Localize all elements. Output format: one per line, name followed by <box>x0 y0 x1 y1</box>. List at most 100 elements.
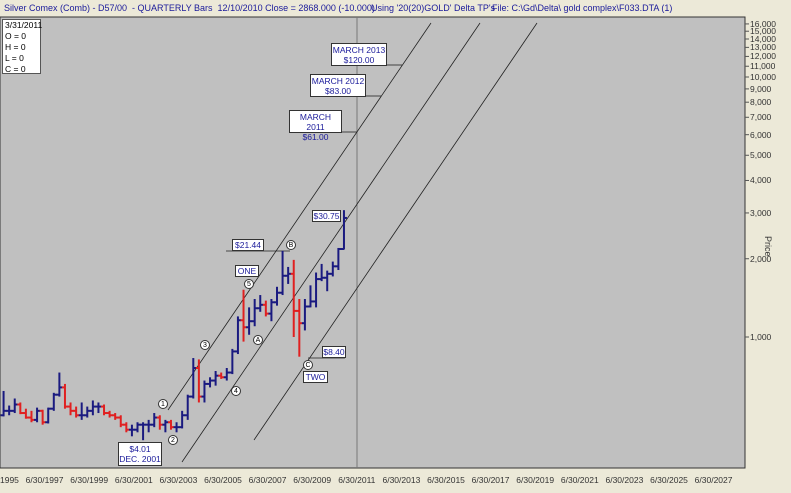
ohlc-bar <box>324 270 331 292</box>
legend-close: C = 0 <box>5 64 26 74</box>
annotation-date: MARCH 2012 <box>311 76 365 86</box>
annotation-price: $4.01 <box>129 444 151 454</box>
x-tick-label: 6/30/2019 <box>516 475 555 485</box>
ohlc-bar <box>151 413 158 428</box>
annotation-840: $8.40 <box>322 346 346 358</box>
channel-line-lower <box>253 22 538 441</box>
x-tick-label: 6/30/2011 <box>338 475 376 485</box>
legend-date: 3/31/2011 <box>5 20 43 30</box>
channel-line-upper <box>167 22 432 411</box>
ohlc-bar <box>274 286 280 306</box>
legend-high: H = 0 <box>5 42 26 52</box>
y-tick-label: 14,000 <box>750 34 776 44</box>
ohlc-bar <box>218 372 225 379</box>
annotation-3075: $30.75 <box>312 210 341 222</box>
ohlc-bar <box>251 299 258 327</box>
annotation-date: DEC. 2001 <box>119 454 161 464</box>
y-tick-label: 5,000 <box>750 150 772 161</box>
ohlc-bar <box>17 402 24 415</box>
ohlc-bar <box>0 390 7 417</box>
y-axis-title: Price <box>763 236 773 257</box>
legend-open: O = 0 <box>5 31 27 41</box>
ohlc-bar <box>50 392 57 411</box>
y-tick-label: 7,000 <box>750 112 772 123</box>
ohlc-bar <box>262 300 269 317</box>
ohlc-bar <box>296 299 303 357</box>
annotation-price: $120.00 <box>343 55 375 65</box>
y-tick-label: 15,000 <box>750 26 776 37</box>
x-tick-label: 6/30/2001 <box>114 475 153 485</box>
annotation-401: $4.01 DEC. 2001 <box>118 442 162 466</box>
y-tick-label: 3,000 <box>750 207 772 218</box>
ohlc-bar <box>173 422 180 433</box>
x-tick-label: 6/30/2017 <box>471 475 510 485</box>
y-tick-label: 6,000 <box>750 129 772 140</box>
y-tick-label: 12,000 <box>750 51 776 62</box>
annotation-march2011: MARCH 2011 $61.00 <box>289 110 342 142</box>
ohlc-bar <box>329 261 336 277</box>
ohlc-bar <box>11 398 18 414</box>
ohlc-bar <box>156 415 163 430</box>
x-tick-label: 6/30/2007 <box>248 475 287 485</box>
wave-marker-c: C <box>303 360 313 370</box>
ohlc-bar <box>128 424 135 437</box>
x-tick-label: 6/30/2005 <box>204 475 242 485</box>
x-tick-label: 6/30/1997 <box>25 475 64 485</box>
annotation-march2012: MARCH 2012 $83.00 <box>310 74 366 97</box>
ohlc-bar <box>190 358 197 399</box>
ohlc-bar <box>73 406 80 418</box>
annotation-date: MARCH 2011 <box>299 112 332 132</box>
ohlc-bar <box>56 372 63 397</box>
y-tick-label: 4,000 <box>750 175 772 186</box>
ohlc-bar <box>162 419 169 433</box>
ohlc-bar <box>45 407 52 424</box>
ohlc-bar <box>234 316 241 355</box>
ohlc-bar <box>39 409 46 425</box>
ohlc-bar <box>179 410 186 429</box>
x-tick-label: 6/30/2015 <box>427 475 465 485</box>
x-tick-label: 6/30/2025 <box>650 475 688 485</box>
x-tick-label: 6/30/2003 <box>159 475 198 485</box>
ohlc-bar <box>307 285 314 308</box>
ohlc-bar <box>335 247 342 271</box>
ohlc-bar <box>184 394 191 420</box>
ohlc-bar <box>201 380 208 403</box>
ohlc-bar <box>123 422 130 433</box>
ohlc-bar <box>145 419 152 433</box>
ohlc-bar <box>112 413 119 420</box>
chart-header: Silver Comex (Comb) - D57/00 - QUARTERLY… <box>0 0 791 16</box>
ohlc-bar <box>229 348 236 375</box>
ohlc-bar <box>6 405 13 416</box>
wave-marker-4: 4 <box>231 386 241 396</box>
wave-marker-5: 5 <box>244 279 254 289</box>
ohlc-bar <box>207 377 214 388</box>
ohlc-bar <box>28 410 35 423</box>
x-tick-label: 6/30/1995 <box>0 475 19 485</box>
annotation-one: ONE <box>235 265 259 277</box>
ohlc-bar <box>134 422 141 433</box>
ohlc-bar <box>106 410 113 418</box>
ohlc-bar <box>61 383 68 409</box>
ohlc-bar <box>257 295 264 312</box>
ohlc-bar <box>268 299 275 322</box>
y-tick-label: 1,000 <box>750 332 772 342</box>
ohlc-bar <box>318 263 325 282</box>
ohlc-bar <box>78 402 85 420</box>
ohlc-bar <box>101 404 108 416</box>
annotation-date: MARCH 2013 <box>332 45 386 55</box>
ohlc-bar <box>84 406 91 418</box>
wave-marker-b: B <box>286 240 296 250</box>
ohlc-bar <box>313 272 320 308</box>
x-tick-label: 6/30/1999 <box>70 475 109 485</box>
ohlc-bar <box>279 250 286 296</box>
annotation-two: TWO <box>303 371 328 383</box>
ohlc-bar <box>340 210 347 251</box>
symbol-info: Silver Comex (Comb) - D57/00 - QUARTERLY… <box>4 3 375 13</box>
y-tick-label: 9,000 <box>750 83 772 94</box>
ohlc-bar <box>240 289 247 342</box>
ohlc-bar <box>67 402 74 416</box>
x-tick-label: 6/30/2013 <box>382 475 421 485</box>
plot-area[interactable] <box>0 16 746 469</box>
ohlc-bar <box>117 415 124 428</box>
